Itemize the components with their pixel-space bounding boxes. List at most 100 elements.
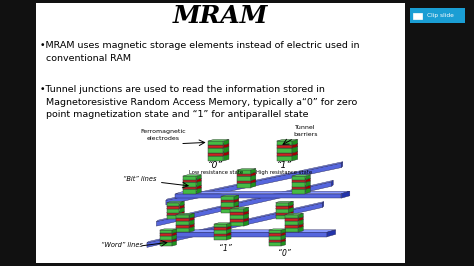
Polygon shape (234, 199, 239, 202)
Text: Tunnel
barriers: Tunnel barriers (293, 126, 318, 137)
Polygon shape (292, 181, 310, 182)
Bar (214, 236, 227, 240)
Text: Clip slide: Clip slide (428, 14, 454, 18)
Bar (277, 145, 292, 148)
Polygon shape (277, 151, 298, 153)
Polygon shape (221, 199, 239, 200)
Bar (166, 203, 180, 206)
Polygon shape (166, 201, 184, 203)
Polygon shape (275, 214, 293, 215)
Polygon shape (244, 211, 249, 215)
Polygon shape (275, 207, 293, 209)
Polygon shape (172, 241, 176, 246)
Polygon shape (161, 230, 336, 232)
Polygon shape (189, 219, 194, 225)
Polygon shape (176, 213, 194, 215)
Polygon shape (285, 217, 303, 218)
Polygon shape (176, 224, 194, 225)
Bar (285, 215, 298, 218)
Polygon shape (166, 205, 184, 206)
Polygon shape (298, 224, 303, 228)
Polygon shape (230, 211, 249, 212)
Polygon shape (223, 147, 229, 153)
Bar (208, 148, 223, 153)
Text: “0”: “0” (208, 161, 223, 170)
Polygon shape (289, 205, 293, 209)
Polygon shape (147, 203, 322, 247)
Polygon shape (341, 191, 350, 198)
Text: •Tunnel junctions are used to read the information stored in
  Magnetoresistive : •Tunnel junctions are used to read the i… (40, 85, 357, 119)
Polygon shape (277, 139, 298, 141)
Bar (183, 180, 196, 182)
Polygon shape (196, 181, 201, 187)
Polygon shape (237, 179, 256, 181)
Bar (237, 181, 251, 183)
Polygon shape (234, 201, 239, 207)
Bar (230, 209, 244, 212)
Polygon shape (292, 154, 298, 161)
Polygon shape (269, 232, 285, 233)
Bar (221, 207, 234, 209)
Polygon shape (244, 218, 249, 222)
Polygon shape (175, 191, 350, 194)
Bar (176, 218, 189, 221)
Text: •MRAM uses magnetic storage elements instead of electric used in
  conventional : •MRAM uses magnetic storage elements ins… (40, 41, 360, 63)
Polygon shape (214, 228, 231, 230)
Bar (275, 209, 289, 213)
Polygon shape (230, 218, 249, 219)
Polygon shape (175, 194, 341, 198)
Polygon shape (289, 207, 293, 213)
Bar (221, 197, 234, 200)
Bar (237, 176, 251, 181)
Polygon shape (332, 180, 333, 186)
Polygon shape (183, 178, 201, 180)
Polygon shape (305, 178, 310, 182)
Polygon shape (237, 182, 256, 183)
Polygon shape (292, 188, 310, 189)
Polygon shape (292, 178, 310, 180)
Polygon shape (221, 201, 239, 202)
Polygon shape (160, 234, 176, 236)
Bar (208, 156, 223, 161)
Polygon shape (208, 144, 229, 145)
Polygon shape (269, 234, 285, 236)
Polygon shape (208, 151, 229, 153)
Bar (160, 240, 172, 242)
Polygon shape (208, 147, 229, 148)
Polygon shape (275, 205, 293, 206)
Bar (285, 221, 298, 225)
Polygon shape (305, 175, 310, 180)
Polygon shape (298, 226, 303, 232)
Polygon shape (189, 226, 194, 232)
Bar (277, 141, 292, 145)
Bar (292, 187, 305, 189)
Polygon shape (230, 213, 249, 215)
Bar (208, 153, 223, 156)
Bar (230, 219, 244, 222)
Polygon shape (292, 147, 298, 153)
Polygon shape (285, 213, 303, 215)
Polygon shape (298, 219, 303, 225)
Bar (221, 209, 234, 213)
Bar (214, 230, 227, 234)
Bar (160, 230, 172, 233)
Polygon shape (281, 238, 285, 242)
Polygon shape (180, 214, 184, 219)
Polygon shape (156, 182, 332, 226)
Polygon shape (237, 175, 256, 176)
Bar (237, 174, 251, 176)
Bar (166, 206, 180, 209)
Polygon shape (269, 238, 285, 240)
Bar (285, 218, 298, 221)
Polygon shape (244, 207, 249, 212)
Bar (160, 233, 172, 236)
Bar (285, 225, 298, 228)
Polygon shape (221, 195, 239, 197)
Polygon shape (244, 220, 249, 226)
Bar (221, 202, 234, 207)
Bar (269, 236, 281, 240)
Polygon shape (172, 238, 176, 242)
Bar (176, 221, 189, 225)
Text: High resistance state: High resistance state (256, 170, 312, 175)
Polygon shape (166, 163, 341, 205)
